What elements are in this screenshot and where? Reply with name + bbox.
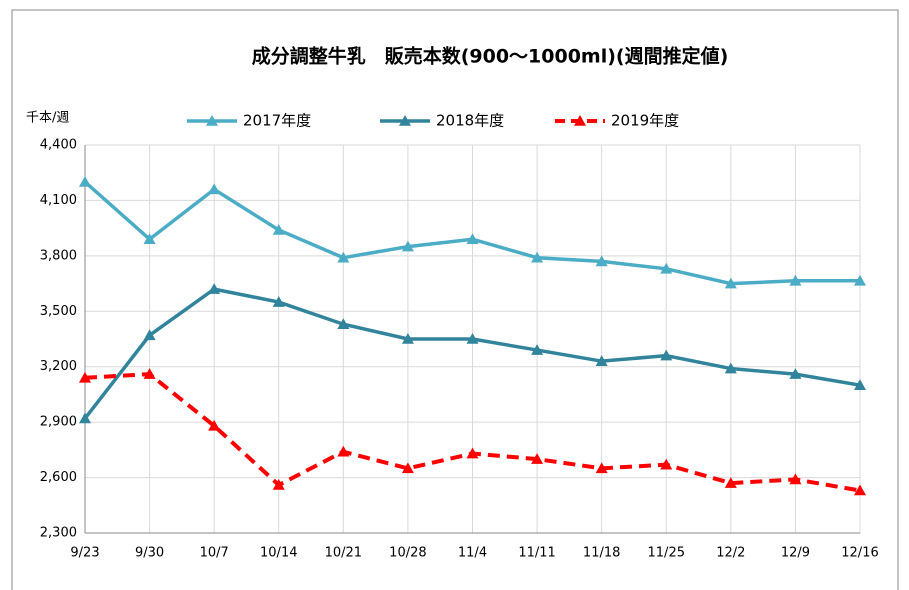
x-tick-label: 11/11 (518, 546, 555, 561)
x-tick-label: 9/30 (135, 546, 164, 561)
y-tick-label: 4,400 (40, 138, 77, 153)
x-tick-label: 12/16 (841, 546, 878, 561)
point-marker (595, 355, 608, 366)
point-marker (854, 379, 866, 390)
chart-title: 成分調整牛乳 販売本数(900～1000ml)(週間推定値) (252, 45, 729, 68)
point-marker (208, 283, 221, 294)
point-marker (660, 349, 673, 361)
y-tick-label: 2,300 (40, 526, 77, 541)
y-tick-label: 4,100 (40, 193, 77, 208)
point-marker (466, 233, 479, 245)
point-marker (337, 251, 350, 263)
point-marker (401, 240, 414, 252)
legend-marker (399, 115, 411, 126)
y-tick-label: 3,500 (40, 304, 77, 319)
legend-label: 2017年度 (243, 112, 311, 130)
legend-marker (574, 115, 586, 126)
point-marker (143, 329, 156, 341)
point-marker (660, 262, 673, 274)
legend-label: 2018年度 (436, 112, 504, 130)
x-tick-label: 11/18 (583, 546, 620, 561)
x-tick-label: 10/7 (200, 546, 229, 561)
x-tick-label: 10/21 (325, 546, 362, 561)
y-tick-label: 3,800 (40, 248, 77, 263)
x-tick-label: 11/25 (648, 546, 685, 561)
y-axis-label: 千本/週 (26, 111, 69, 126)
point-marker (401, 462, 414, 474)
point-marker (337, 445, 350, 457)
x-tick-label: 9/23 (70, 546, 99, 561)
point-marker (789, 368, 802, 379)
point-marker (724, 277, 737, 289)
point-marker (208, 183, 221, 195)
point-marker (337, 318, 350, 330)
x-tick-label: 12/2 (716, 546, 745, 561)
point-marker (143, 233, 156, 245)
chart-frame (11, 9, 899, 590)
point-marker (79, 175, 91, 187)
point-marker (789, 473, 802, 485)
x-tick-label: 10/28 (389, 546, 426, 561)
point-marker (466, 447, 479, 459)
point-marker (595, 255, 608, 267)
point-marker (724, 477, 737, 488)
point-marker (660, 458, 673, 470)
point-marker (724, 362, 737, 374)
point-marker (272, 223, 285, 235)
point-marker (143, 368, 156, 379)
x-tick-label: 12/9 (781, 546, 810, 561)
x-tick-label: 10/14 (260, 546, 297, 561)
legend-label: 2019年度 (611, 112, 679, 130)
point-marker (272, 296, 285, 307)
legend-marker (206, 115, 218, 126)
point-marker (466, 333, 479, 344)
point-marker (531, 453, 544, 464)
point-marker (531, 251, 544, 263)
point-marker (854, 274, 866, 286)
y-tick-label: 2,600 (40, 470, 77, 485)
y-tick-label: 3,200 (40, 359, 77, 374)
point-marker (79, 412, 91, 424)
point-marker (595, 462, 608, 474)
point-marker (789, 274, 802, 286)
point-marker (401, 333, 414, 344)
point-marker (79, 371, 91, 383)
point-marker (272, 478, 285, 490)
point-marker (854, 484, 866, 496)
point-marker (531, 344, 544, 355)
point-marker (208, 419, 221, 431)
y-tick-label: 2,900 (40, 415, 77, 430)
x-tick-label: 11/4 (458, 546, 487, 561)
